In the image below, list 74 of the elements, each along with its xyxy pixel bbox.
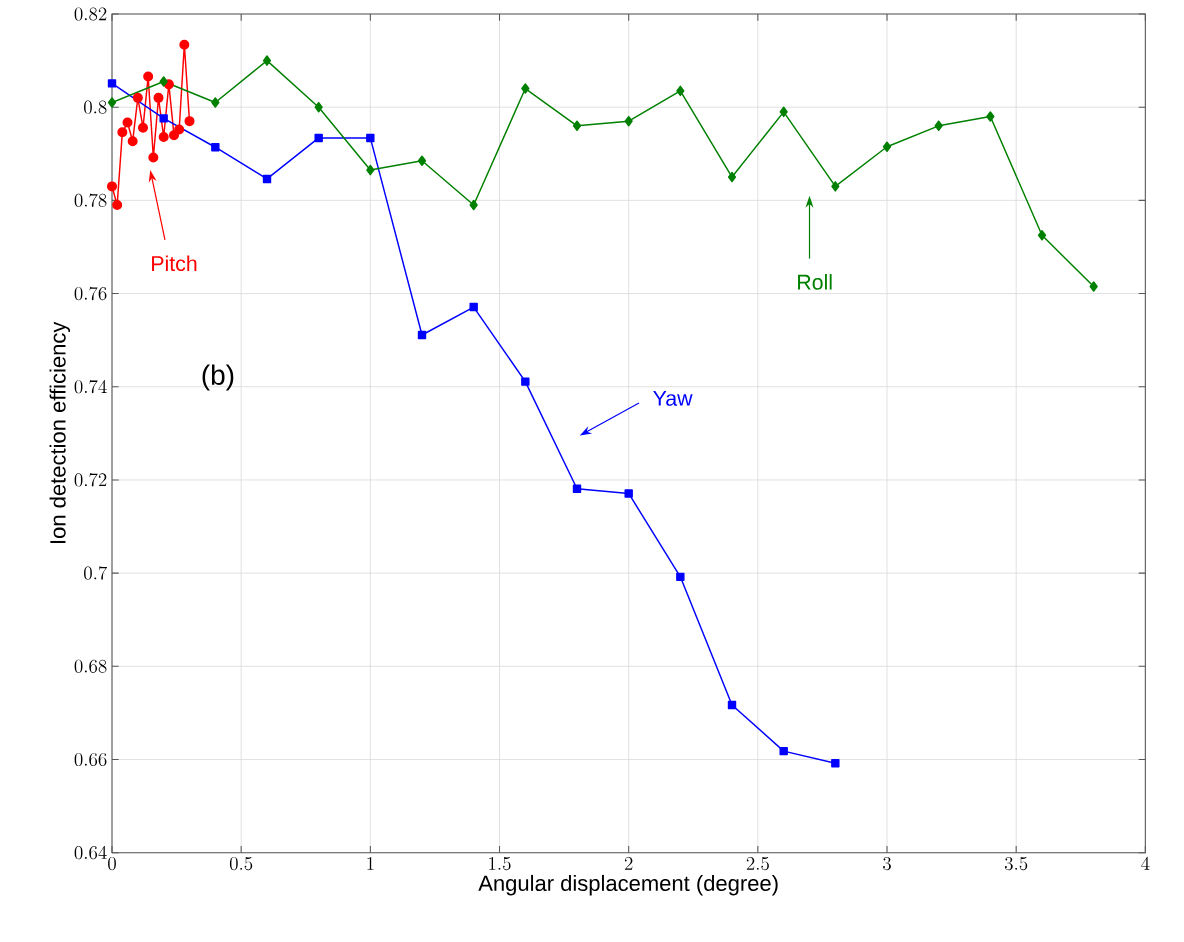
y-tick-label: 0.76 <box>74 286 107 301</box>
point <box>107 79 117 88</box>
point <box>727 700 737 710</box>
x-tick-label: 0.5 <box>229 856 253 871</box>
point <box>727 171 737 183</box>
point <box>572 484 582 493</box>
point <box>127 136 138 147</box>
point <box>676 85 685 97</box>
point <box>882 141 892 153</box>
point <box>469 199 478 211</box>
y-tick-label: 0.72 <box>74 473 107 487</box>
x-tick-label: 0 <box>108 856 116 871</box>
point <box>521 83 530 94</box>
y-tick-label: 0.68 <box>74 659 107 673</box>
x-tick-label: 4 <box>1141 856 1150 870</box>
point <box>117 127 128 138</box>
x-tick-label: 2 <box>624 856 633 870</box>
y-tick-label: 0.8 <box>84 100 107 114</box>
point <box>143 71 154 82</box>
point <box>179 39 190 50</box>
x-tick-label: 2.5 <box>746 856 769 871</box>
point <box>159 76 168 87</box>
point <box>211 97 220 108</box>
x-tick-label: 1 <box>367 856 374 870</box>
x-axis-title: Angular displacement (degree) <box>478 874 778 896</box>
point <box>153 92 164 103</box>
y-tick-label: 0.7 <box>84 566 108 580</box>
point <box>934 120 943 132</box>
point <box>262 174 272 184</box>
point <box>107 181 118 192</box>
point <box>624 489 633 498</box>
y-tick-label: 0.64 <box>74 845 107 860</box>
point <box>366 133 375 143</box>
point <box>624 115 633 127</box>
y-tick-label: 0.66 <box>74 752 107 767</box>
point <box>158 131 169 142</box>
point <box>122 117 133 128</box>
point <box>132 92 143 103</box>
point <box>112 200 123 211</box>
point <box>417 155 427 167</box>
point <box>148 152 159 163</box>
point <box>184 116 195 127</box>
annotation: (b) <box>202 364 234 391</box>
y-tick-label: 0.78 <box>74 193 107 207</box>
x-tick-label: 3.5 <box>1004 856 1028 871</box>
x-tick-label: 1 .5 <box>489 856 511 871</box>
point <box>572 120 582 132</box>
text: Pitch <box>152 255 197 272</box>
point <box>159 114 168 123</box>
y-axis-title: Ion detection efficiency <box>49 321 71 543</box>
point <box>366 164 375 176</box>
point <box>138 122 149 133</box>
point <box>1037 230 1047 241</box>
point <box>779 106 788 118</box>
text: Roll <box>798 274 832 290</box>
y-tick-label: 0.82 <box>74 7 107 21</box>
point <box>986 111 995 122</box>
point <box>521 377 530 386</box>
y-tick-label: 0.74 <box>74 379 107 394</box>
point <box>779 746 788 756</box>
point <box>107 97 117 108</box>
point <box>676 572 685 582</box>
point <box>417 330 427 340</box>
point <box>211 143 220 152</box>
point <box>831 759 840 768</box>
point <box>174 124 185 135</box>
point <box>469 302 478 312</box>
point <box>314 101 323 113</box>
point <box>314 133 323 143</box>
x-tick-label: 3 <box>883 856 891 871</box>
text: Yaw <box>653 390 693 406</box>
point <box>1089 281 1098 292</box>
point <box>831 181 840 192</box>
point <box>262 55 272 66</box>
